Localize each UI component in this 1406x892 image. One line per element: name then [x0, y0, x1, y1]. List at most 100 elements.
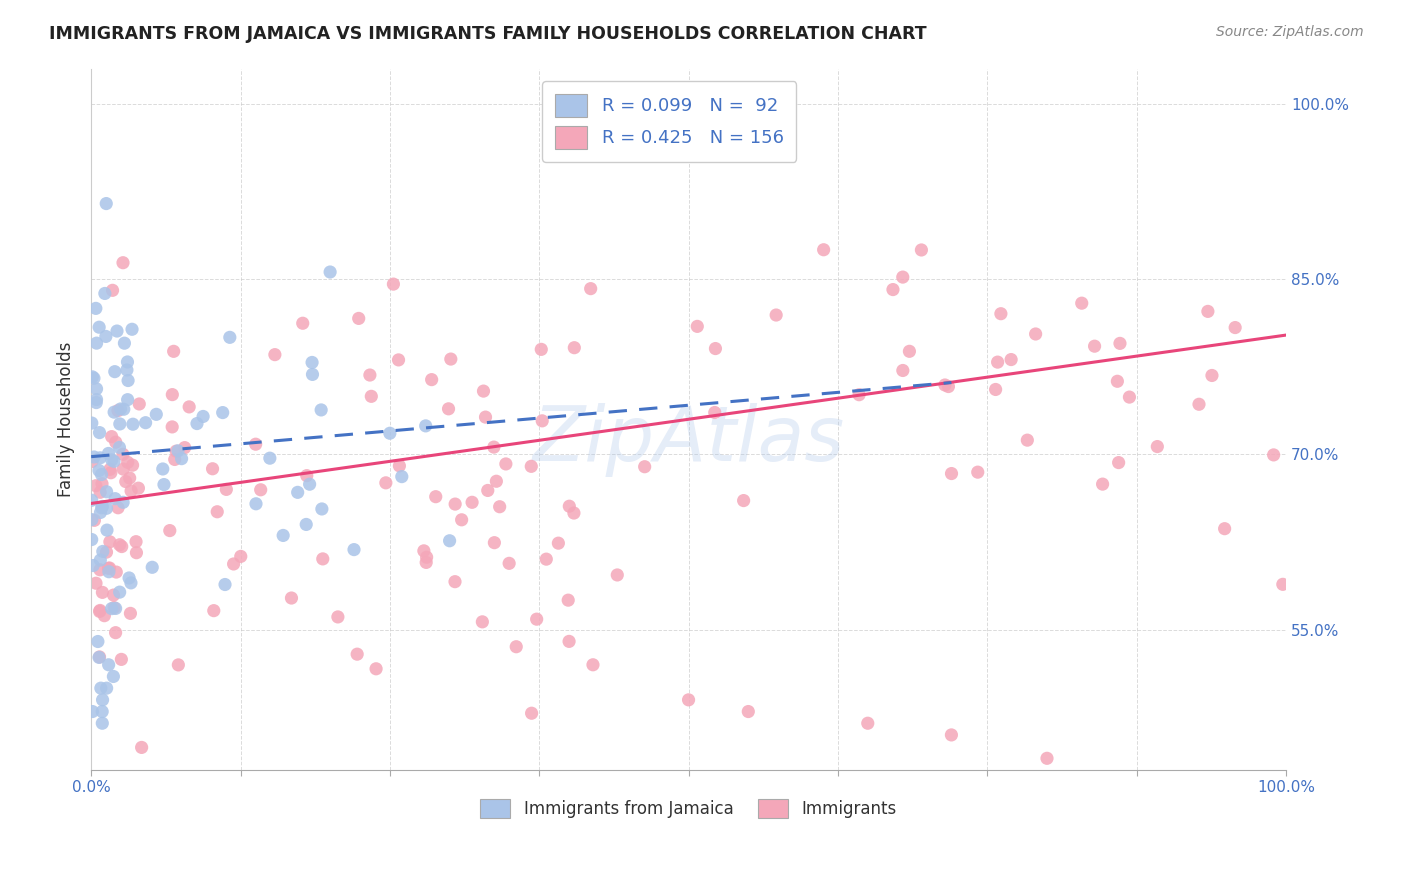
Point — [117, 455, 139, 469]
Point — [117, 355, 139, 369]
Point — [484, 535, 506, 549]
Point — [495, 457, 517, 471]
Point — [127, 481, 149, 495]
Point — [117, 392, 139, 407]
Point — [104, 601, 127, 615]
Point — [704, 342, 727, 356]
Point — [882, 283, 904, 297]
Point — [319, 265, 342, 279]
Point — [91, 705, 114, 719]
Point — [84, 395, 107, 409]
Point — [606, 568, 628, 582]
Point — [153, 477, 176, 491]
Point — [87, 650, 110, 665]
Point — [1109, 336, 1132, 351]
Point — [82, 369, 104, 384]
Point — [98, 462, 121, 476]
Point — [80, 513, 103, 527]
Point — [249, 483, 271, 497]
Point — [1197, 304, 1219, 318]
Point — [562, 506, 585, 520]
Point — [488, 500, 510, 514]
Point — [96, 501, 118, 516]
Point — [97, 565, 120, 579]
Point — [391, 469, 413, 483]
Point — [89, 553, 111, 567]
Point — [112, 336, 135, 351]
Point — [110, 652, 132, 666]
Point — [96, 681, 118, 695]
Point — [91, 500, 114, 514]
Point — [634, 459, 657, 474]
Point — [891, 363, 914, 377]
Point — [813, 243, 835, 257]
Point — [160, 420, 183, 434]
Point — [1025, 326, 1047, 341]
Point — [485, 475, 508, 489]
Point — [444, 574, 467, 589]
Point — [86, 392, 108, 407]
Point — [425, 490, 447, 504]
Point — [472, 384, 495, 398]
Point — [312, 552, 335, 566]
Point — [526, 612, 548, 626]
Point — [89, 485, 111, 500]
Point — [89, 450, 111, 465]
Point — [678, 693, 700, 707]
Point — [112, 495, 135, 509]
Point — [80, 493, 103, 508]
Point — [86, 382, 108, 396]
Point — [848, 388, 870, 402]
Point — [343, 542, 366, 557]
Point — [114, 475, 136, 489]
Point — [125, 546, 148, 560]
Point — [987, 355, 1010, 369]
Point — [108, 441, 131, 455]
Point — [1213, 522, 1236, 536]
Point — [359, 368, 381, 382]
Point — [152, 462, 174, 476]
Point — [80, 454, 103, 468]
Point — [298, 477, 321, 491]
Point — [141, 560, 163, 574]
Point — [482, 440, 505, 454]
Point — [1146, 440, 1168, 454]
Point — [86, 336, 108, 351]
Point — [87, 634, 110, 648]
Point — [83, 450, 105, 464]
Point — [505, 640, 527, 654]
Point — [295, 517, 318, 532]
Point — [91, 716, 114, 731]
Text: IMMIGRANTS FROM JAMAICA VS IMMIGRANTS FAMILY HOUSEHOLDS CORRELATION CHART: IMMIGRANTS FROM JAMAICA VS IMMIGRANTS FA… — [49, 25, 927, 43]
Point — [111, 540, 134, 554]
Point — [557, 593, 579, 607]
Point — [530, 343, 553, 357]
Point — [91, 693, 114, 707]
Point — [89, 603, 111, 617]
Point — [91, 585, 114, 599]
Point — [966, 465, 988, 479]
Point — [579, 282, 602, 296]
Point — [107, 403, 129, 417]
Point — [1091, 477, 1114, 491]
Point — [91, 544, 114, 558]
Point — [96, 484, 118, 499]
Point — [326, 610, 349, 624]
Point — [1070, 296, 1092, 310]
Text: Source: ZipAtlas.com: Source: ZipAtlas.com — [1216, 25, 1364, 39]
Point — [120, 607, 142, 621]
Point — [733, 493, 755, 508]
Point — [1036, 751, 1059, 765]
Point — [96, 545, 118, 559]
Point — [104, 365, 127, 379]
Point — [110, 401, 132, 416]
Point — [103, 405, 125, 419]
Point — [264, 348, 287, 362]
Point — [84, 479, 107, 493]
Point — [388, 458, 411, 473]
Point — [765, 308, 787, 322]
Point — [311, 502, 333, 516]
Point — [984, 383, 1007, 397]
Point — [259, 451, 281, 466]
Y-axis label: Family Households: Family Households — [58, 342, 75, 497]
